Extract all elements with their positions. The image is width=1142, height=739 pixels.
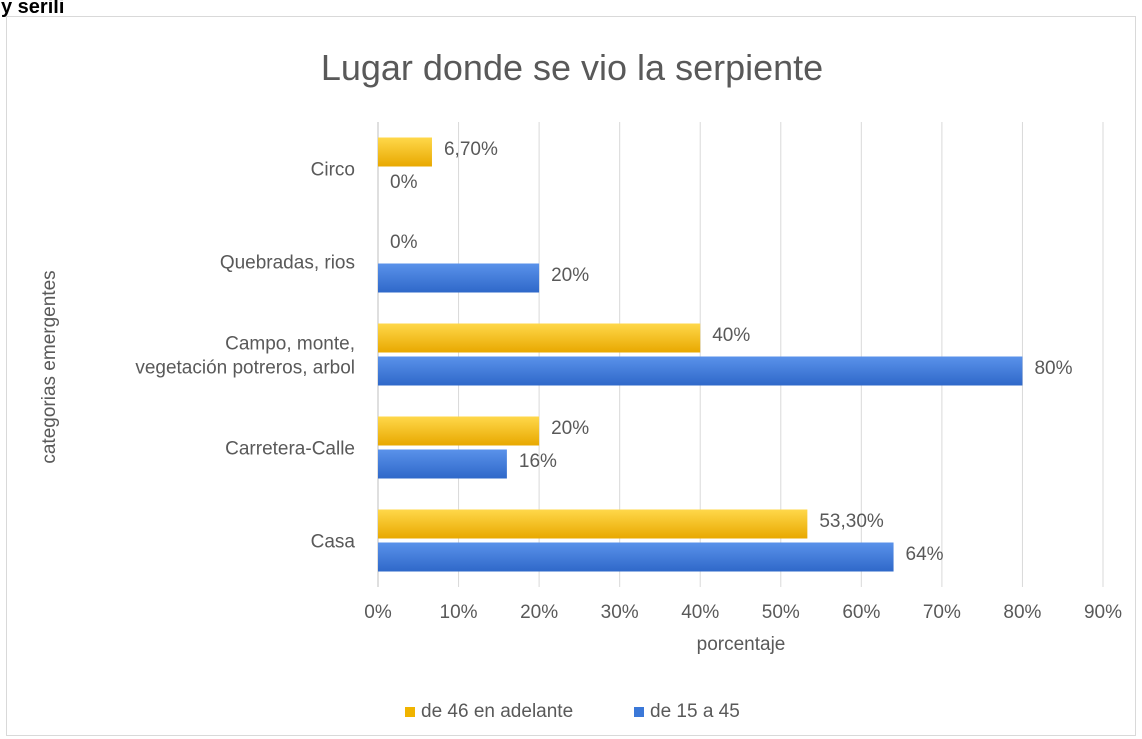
- x-tick-label: 20%: [520, 602, 558, 623]
- legend-swatch: [405, 707, 415, 717]
- category-label: Casa: [311, 532, 356, 553]
- data-label: 6,70%: [444, 139, 498, 160]
- data-labels: 6,70% 0% 0% 20% 40% 80% 20% 16% 53,30% 64%: [390, 139, 1073, 565]
- category-label: Carretera-Calle: [225, 439, 355, 460]
- x-tick-label: 50%: [762, 602, 800, 623]
- bar: [378, 449, 507, 479]
- y-axis-label: categorias emergentes: [39, 270, 60, 463]
- bar: [378, 263, 540, 293]
- x-tick-label: 10%: [440, 602, 478, 623]
- x-tick-label: 90%: [1084, 602, 1122, 623]
- data-label: 16%: [519, 451, 557, 472]
- bar: [378, 416, 540, 446]
- category-label: Quebradas, rios: [220, 253, 355, 274]
- bar: [378, 323, 701, 353]
- header-fragment-text: y serili: [1, 0, 65, 18]
- data-label: 80%: [1034, 358, 1072, 379]
- legend-label: de 46 en adelante: [421, 701, 573, 722]
- category-label: Campo, monte, vegetación potreros, arbol: [135, 334, 355, 379]
- legend-swatch: [634, 707, 644, 717]
- data-label: 40%: [712, 325, 750, 346]
- x-tick-label: 40%: [681, 602, 719, 623]
- chart-frame: 6,70% 0% 0% 20% 40% 80% 20% 16% 53,30% 64% Circo Q…: [6, 16, 1136, 736]
- bars: [378, 137, 1023, 572]
- data-label: 53,30%: [819, 511, 884, 532]
- legend-label: de 15 a 45: [650, 701, 740, 722]
- bar: [378, 542, 894, 572]
- bar-chart: 6,70% 0% 0% 20% 40% 80% 20% 16% 53,30% 64% Circo Q…: [39, 47, 1122, 722]
- x-tick-label: 0%: [364, 602, 392, 623]
- x-tick-label: 60%: [842, 602, 880, 623]
- data-label: 20%: [551, 265, 589, 286]
- chart-title: Lugar donde se vio la serpiente: [321, 47, 823, 88]
- data-label: 0%: [390, 232, 418, 253]
- x-tick-label: 70%: [923, 602, 961, 623]
- x-axis-label: porcentaje: [697, 634, 786, 655]
- x-tick-label: 80%: [1003, 602, 1041, 623]
- data-label: 0%: [390, 172, 418, 193]
- x-tick-labels: 0% 10% 20% 30% 40% 50% 60% 70% 80% 90%: [364, 602, 1122, 623]
- legend: de 46 en adelante de 15 a 45: [405, 701, 740, 722]
- bar: [378, 356, 1023, 386]
- category-label: Circo: [311, 160, 355, 181]
- category-labels: Circo Quebradas, rios Campo, monte, vegetac…: [135, 160, 355, 553]
- bar: [378, 137, 432, 167]
- x-tick-label: 30%: [601, 602, 639, 623]
- data-label: 64%: [906, 544, 944, 565]
- bar: [378, 509, 808, 539]
- data-label: 20%: [551, 418, 589, 439]
